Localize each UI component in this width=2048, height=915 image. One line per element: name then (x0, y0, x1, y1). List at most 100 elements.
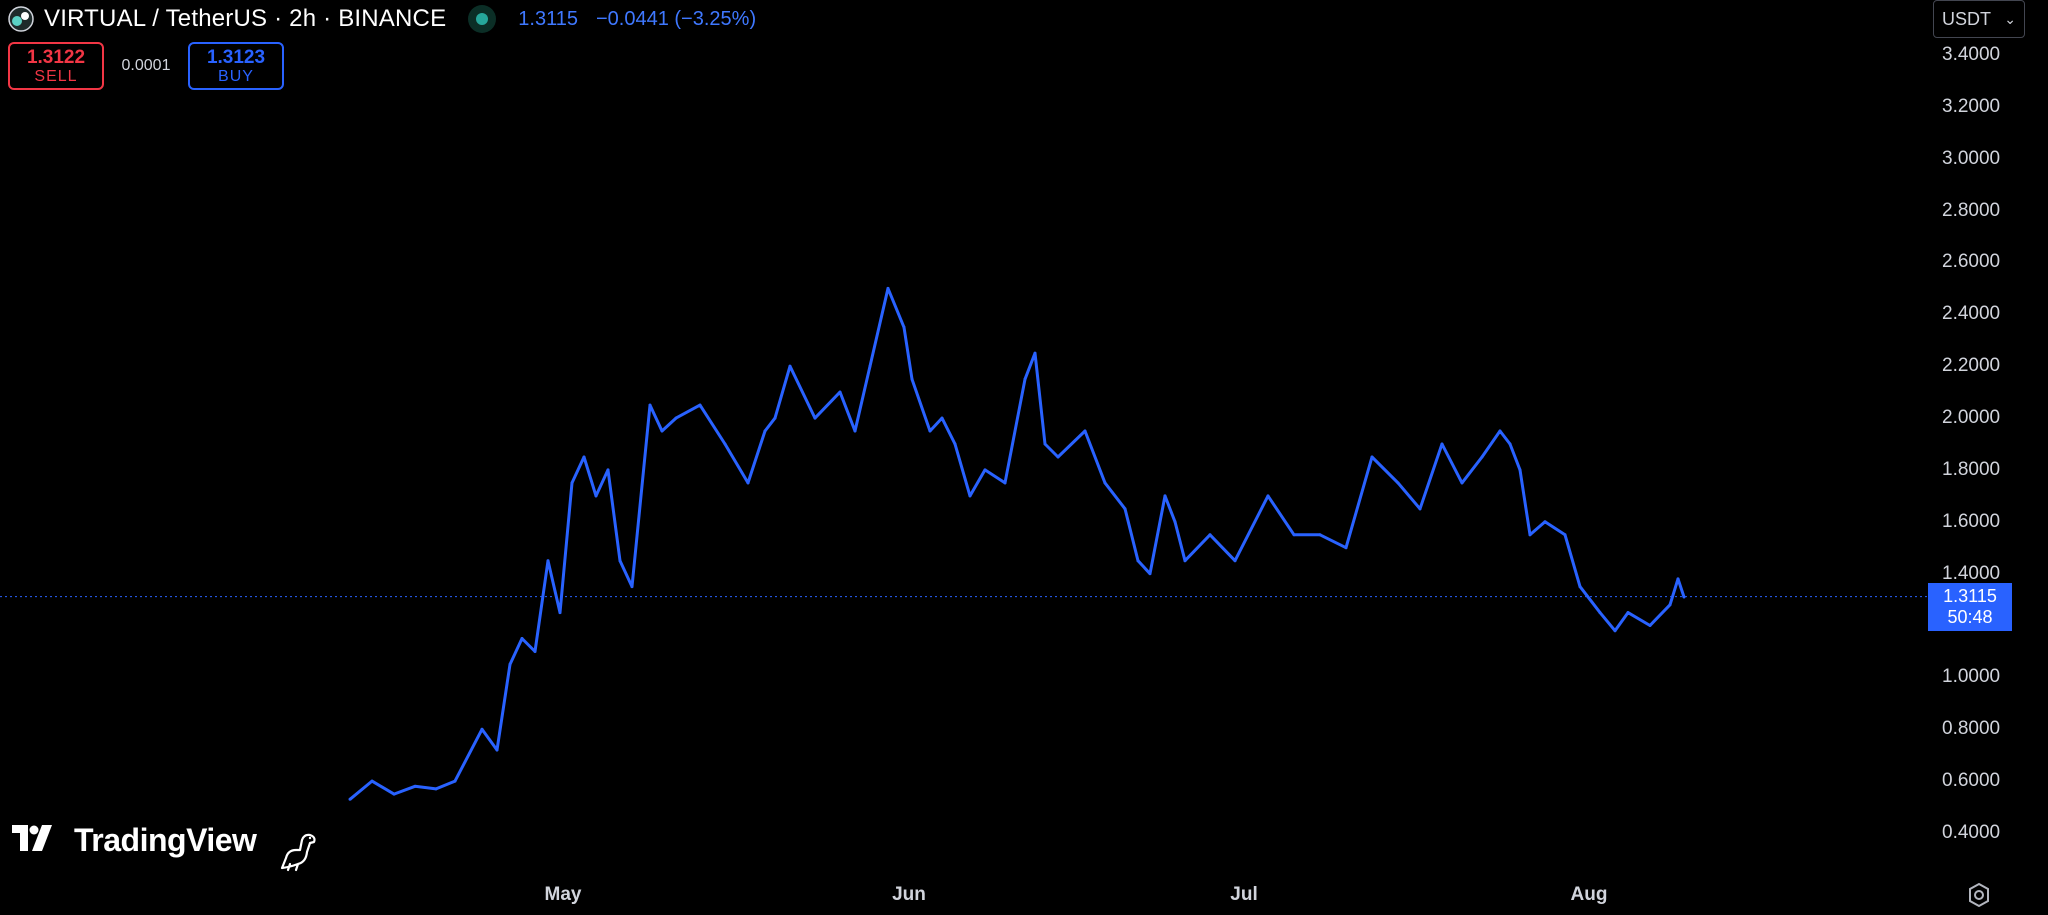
data-point (1163, 494, 1167, 498)
price-axis-label: 0.4000 (1942, 822, 2001, 843)
data-point (480, 727, 484, 731)
dinosaur-icon[interactable] (276, 830, 320, 874)
data-point (953, 442, 957, 446)
data-point (1208, 533, 1212, 537)
price-axis-label: 2.4000 (1942, 303, 2001, 325)
data-point (648, 403, 652, 407)
current-price-label: 1.3115 (1943, 586, 1997, 606)
price-axis-label: 1.8000 (1942, 458, 2001, 480)
currency-dropdown[interactable]: USDT ⌄ (1933, 0, 2025, 38)
data-point (1033, 351, 1037, 355)
data-point (558, 611, 562, 615)
price-axis-label: 0.6000 (1942, 770, 2001, 792)
data-point (453, 779, 457, 783)
data-point (1578, 585, 1582, 589)
sell-button[interactable]: 1.3122 SELL (8, 42, 104, 90)
price-chart[interactable] (0, 0, 1928, 880)
data-point (983, 468, 987, 472)
data-point (1292, 533, 1296, 537)
data-point (1023, 377, 1027, 381)
data-point (1682, 595, 1686, 599)
data-point (582, 455, 586, 459)
data-point (813, 416, 817, 420)
data-point (910, 377, 914, 381)
data-point (868, 364, 872, 368)
price-axis-label: 3.0000 (1942, 147, 2001, 169)
data-point (746, 481, 750, 485)
data-point (1598, 611, 1602, 615)
data-point (853, 429, 857, 433)
data-point (508, 662, 512, 666)
price-axis-label: 1.0000 (1942, 666, 2001, 688)
price-axis-label: 3.4000 (1942, 44, 2001, 65)
data-point (1370, 455, 1374, 459)
sell-price: 1.3122 (26, 46, 86, 68)
buy-price: 1.3123 (206, 46, 266, 68)
data-point (1626, 611, 1630, 615)
price-axis[interactable]: 3.4000 3.2000 3.0000 2.8000 2.6000 2.4000 2.20… (1928, 0, 2048, 880)
currency-value: USDT (1942, 8, 1991, 29)
time-axis-label: Jun (892, 884, 926, 905)
data-point (1083, 429, 1087, 433)
tradingview-logo-icon (12, 825, 52, 851)
data-point (1480, 455, 1484, 459)
settings-gear-icon[interactable] (1966, 882, 1992, 908)
data-point (630, 585, 634, 589)
price-axis-label: 2.8000 (1942, 199, 2001, 221)
data-point (348, 797, 352, 801)
time-axis-label: May (544, 884, 582, 905)
data-point (1318, 533, 1322, 537)
price-axis-label: 1.4000 (1942, 562, 2001, 584)
price-change: −0.0441 (−3.25%) (595, 7, 757, 30)
data-point (1233, 559, 1237, 563)
data-point (763, 429, 767, 433)
data-point (902, 325, 906, 329)
data-point (1648, 624, 1652, 628)
buy-label: BUY (218, 67, 254, 85)
data-point (1460, 481, 1464, 485)
symbol-title[interactable]: VIRTUAL / TetherUS · 2h · BINANCE (44, 5, 447, 32)
current-price-tag: 1.3115 50:48 (1928, 583, 2012, 631)
market-open-dot-icon[interactable] (468, 5, 497, 33)
price-axis-label: 1.6000 (1942, 510, 2001, 532)
data-point (1183, 559, 1187, 563)
time-axis-label: Jul (1230, 884, 1258, 905)
tradingview-watermark[interactable]: TradingView (12, 820, 257, 860)
last-price: 1.3115 (518, 7, 578, 30)
data-point (594, 494, 598, 498)
data-point (1003, 481, 1007, 485)
watermark-text: TradingView (74, 821, 257, 858)
data-point (1173, 520, 1177, 524)
data-point (370, 779, 374, 783)
data-point (838, 390, 842, 394)
data-point (968, 494, 972, 498)
data-point (618, 559, 622, 563)
data-point (570, 481, 574, 485)
price-axis-label: 2.6000 (1942, 251, 2001, 273)
data-point (1528, 533, 1532, 537)
data-point (1543, 520, 1547, 524)
data-point (434, 787, 438, 791)
data-point (1266, 494, 1270, 498)
data-point (1056, 455, 1060, 459)
data-point (698, 403, 702, 407)
data-point (1148, 572, 1152, 576)
data-point (1344, 546, 1348, 550)
data-point (1043, 442, 1047, 446)
data-point (495, 748, 499, 752)
data-point (788, 364, 792, 368)
sell-label: SELL (34, 67, 78, 85)
data-point (1498, 429, 1502, 433)
price-axis-label: 3.2000 (1942, 95, 2001, 117)
buy-button[interactable]: 1.3123 BUY (188, 42, 284, 90)
data-point (1668, 603, 1672, 607)
bar-countdown: 50:48 (1947, 607, 1993, 627)
data-point (723, 442, 727, 446)
chevron-down-icon: ⌄ (2004, 10, 2016, 27)
price-axis-label: 2.2000 (1942, 355, 2001, 377)
virtual-coin-icon (8, 6, 34, 32)
symbol-header: VIRTUAL / TetherUS · 2h · BINANCE 1.3115… (8, 4, 756, 34)
data-point (674, 416, 678, 420)
data-point (606, 468, 610, 472)
